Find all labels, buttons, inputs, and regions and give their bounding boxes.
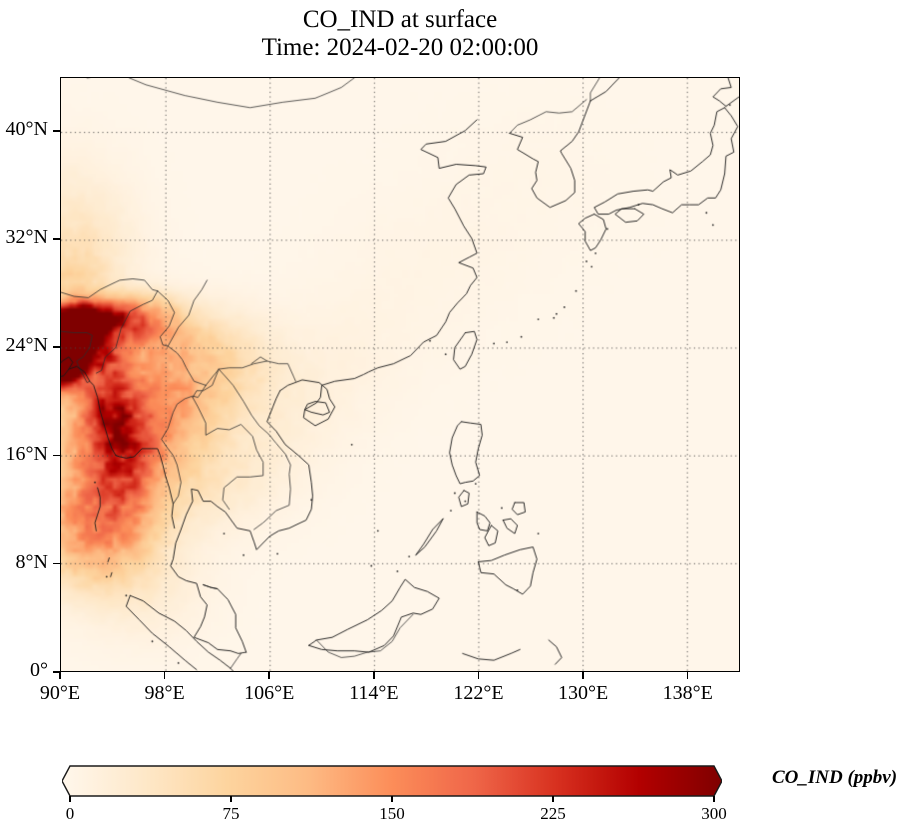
y-axis-tick-mark [53, 671, 60, 673]
chart-title-line2: Time: 2024-02-20 02:00:00 [261, 34, 539, 61]
x-axis-tick-mark [373, 672, 375, 679]
y-axis-tick-label: 24°N [5, 334, 48, 357]
x-axis-tick-mark [686, 672, 689, 679]
x-axis-tick-label: 106°E [244, 682, 295, 704]
y-axis-tick-mark [53, 562, 60, 565]
y-axis-tick-label: 32°N [5, 226, 48, 249]
map-data-layer [61, 78, 739, 671]
colorbar-tick-label: 225 [540, 804, 566, 823]
x-axis-tick-mark [268, 672, 271, 679]
colorbar-gradient [62, 765, 722, 797]
x-axis-tick-mark [477, 672, 480, 679]
y-axis-tick-mark [53, 238, 60, 240]
y-axis-tick-mark [53, 346, 60, 349]
x-axis-tick-label: 138°E [662, 682, 713, 704]
y-axis-tick-label: 8°N [15, 550, 48, 573]
x-axis-tick-mark [582, 672, 584, 679]
x-axis-tick-label: 122°E [453, 682, 504, 704]
x-axis-tick-label: 90°E [39, 682, 81, 704]
colorbar-tick-label: 300 [701, 804, 727, 823]
y-axis-tick-mark [53, 454, 60, 457]
colorbar-title: CO_IND (ppbv) [772, 767, 898, 788]
y-axis-tick-mark [53, 130, 60, 132]
x-axis-tick-label: 130°E [557, 682, 609, 704]
colorbar-tick-mark [230, 796, 232, 802]
chart-title-line1: CO_IND at surface [302, 6, 498, 33]
colorbar-tick-mark [713, 796, 715, 802]
y-axis-tick-label: 16°N [5, 442, 48, 465]
colorbar-tick-mark [391, 796, 393, 802]
chart-title: CO_IND at surface Time: 2024-02-20 02:00… [0, 6, 800, 62]
x-axis-tick-mark [163, 672, 166, 679]
y-axis-tick-label: 40°N [5, 118, 48, 141]
x-axis-tick-label: 98°E [144, 682, 185, 704]
y-axis-tick-label: 0° [30, 659, 48, 681]
x-axis-tick-label: 114°E [349, 682, 399, 704]
x-axis-tick-mark [59, 672, 61, 679]
map-plot-area [60, 77, 740, 672]
colorbar-tick-mark [69, 796, 71, 802]
colorbar-tick-label: 75 [222, 804, 240, 823]
colorbar-tick-label: 0 [65, 804, 75, 823]
colorbar-tick-label: 150 [379, 804, 405, 823]
colorbar-tick-mark [552, 796, 554, 802]
